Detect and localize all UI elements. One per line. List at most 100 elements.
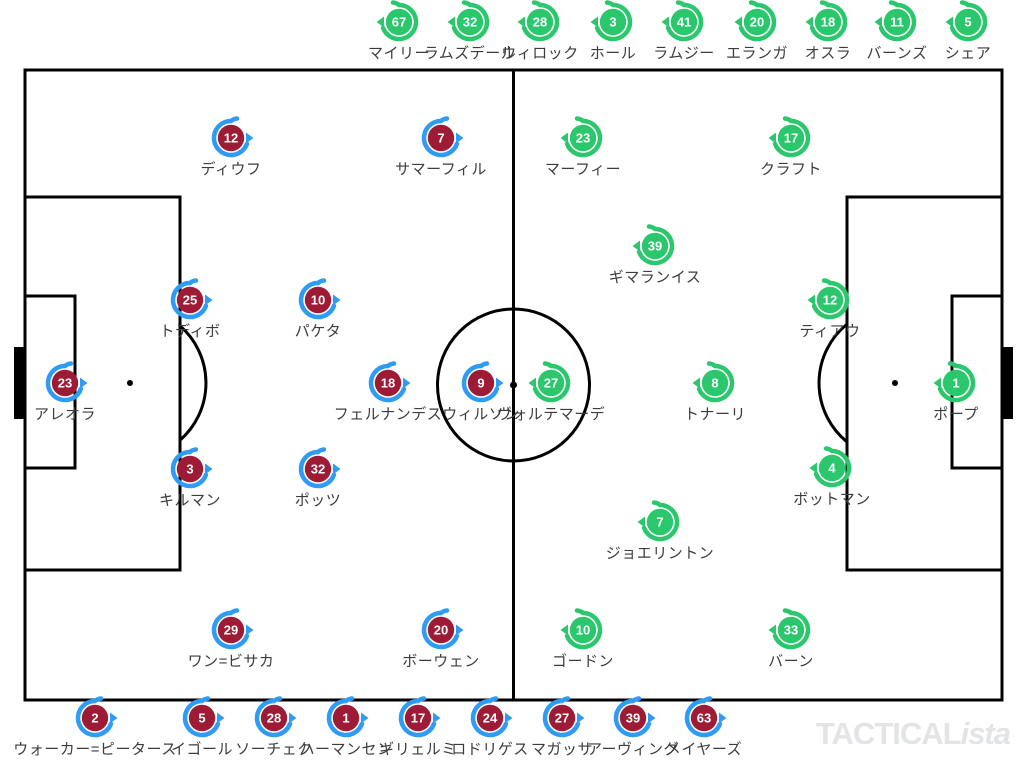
direction-swoosh [398,696,437,738]
player-label: シェア [944,45,992,62]
direction-arrow-left-icon [517,16,525,28]
player-number: 1 [952,376,959,391]
player-marker-home-23[interactable]: 23 [43,361,88,405]
player-icon: 39 [632,224,675,266]
player-icon: 39 [613,696,656,738]
player-number: 7 [656,515,663,530]
player-marker-away-10[interactable]: 10 [560,608,605,652]
player-marker-away-5[interactable]: 5 [945,0,990,44]
player-icon: 24 [470,696,513,738]
player-circle [374,369,402,397]
player-number: 18 [381,376,395,391]
player-marker-away-28[interactable]: 28 [517,0,562,44]
player-marker-home-27[interactable]: 27 [540,696,585,740]
player-number: 41 [677,15,691,30]
direction-arrow-right-icon [456,624,464,636]
player-marker-away-20[interactable]: 20 [734,0,779,44]
player-marker-away-8[interactable]: 8 [692,361,737,405]
player-icon: 7 [421,116,464,158]
player-icon: 4 [809,446,852,488]
player-icon: 8 [692,361,735,403]
player-number: 63 [697,711,711,726]
player-marker-away-41[interactable]: 41 [661,0,706,44]
player-label: トディボ [159,323,221,340]
player-label: ウォーカー=ピータース [13,741,177,758]
player-marker-home-28[interactable]: 28 [252,696,297,740]
player-icon: 32 [298,447,341,489]
player-icon: 1 [326,696,369,738]
player-marker-away-27[interactable]: 27 [528,361,573,405]
player-marker-home-32[interactable]: 32 [296,447,341,491]
direction-arrow-right-icon [648,712,656,724]
player-marker-home-9[interactable]: 9 [459,361,504,405]
player-marker-home-18[interactable]: 18 [366,361,411,405]
player-circle [883,8,911,36]
player-marker-home-20[interactable]: 20 [419,608,464,652]
direction-arrow-right-icon [361,712,369,724]
direction-arrow-left-icon [807,294,815,306]
player-marker-home-12[interactable]: 12 [209,116,254,160]
player-marker-home-24[interactable]: 24 [468,696,513,740]
player-marker-away-12[interactable]: 12 [807,278,852,322]
player-label: メイヤーズ [665,741,743,758]
player-label: ソーチェク [235,741,313,758]
player-marker-home-5[interactable]: 5 [180,696,225,740]
player-label: ウィルソン [442,406,520,423]
player-marker-away-7[interactable]: 7 [637,500,682,544]
player-icon: 28 [254,696,297,738]
player-label: イゴール [170,741,234,758]
player-circle [777,616,805,644]
player-marker-home-25[interactable]: 25 [168,278,213,322]
direction-swoosh [421,608,460,650]
player-circle [81,704,109,732]
player-circle [670,8,698,36]
player-marker-home-29[interactable]: 29 [209,608,254,652]
direction-swoosh [809,0,848,42]
player-marker-home-17[interactable]: 17 [396,696,441,740]
player-marker-home-39[interactable]: 39 [611,696,656,740]
player-marker-away-17[interactable]: 17 [768,116,813,160]
player-icon: 9 [461,361,504,403]
player-marker-away-33[interactable]: 33 [768,608,813,652]
player-marker-away-1[interactable]: 1 [933,361,978,405]
player-circle [467,369,495,397]
player-marker-away-32[interactable]: 32 [447,0,492,44]
player-label: マーフィー [544,161,622,178]
player-marker-home-63[interactable]: 63 [682,696,727,740]
player-label: オスラ [804,45,852,62]
direction-swoosh [613,696,652,738]
player-marker-home-7[interactable]: 7 [419,116,464,160]
player-marker-away-11[interactable]: 11 [874,0,919,44]
player-marker-away-23[interactable]: 23 [560,116,605,160]
player-label: ラムジー [653,45,715,62]
player-marker-away-18[interactable]: 18 [805,0,850,44]
player-marker-away-67[interactable]: 67 [376,0,421,44]
player-number: 67 [392,15,406,30]
player-marker-home-3[interactable]: 3 [168,447,213,491]
direction-arrow-left-icon [768,132,776,144]
direction-swoosh [326,696,365,738]
player-marker-home-10[interactable]: 10 [296,278,341,322]
direction-arrow-left-icon [805,16,813,28]
player-circle [176,455,204,483]
player-label: ティアウ [799,323,861,340]
player-marker-home-2[interactable]: 2 [73,696,118,740]
direction-swoosh [451,0,490,42]
player-icon: 32 [447,0,490,42]
player-number: 9 [477,376,484,391]
player-marker-away-3[interactable]: 3 [590,0,635,44]
direction-arrow-left-icon [661,16,669,28]
player-icon: 29 [211,608,254,650]
player-circle [304,455,332,483]
direction-swoosh [211,116,250,158]
player-number: 1 [342,711,349,726]
player-marker-away-4[interactable]: 4 [809,446,854,490]
player-marker-home-1[interactable]: 1 [324,696,369,740]
player-icon: 20 [734,0,777,42]
direction-arrow-right-icon [333,294,341,306]
player-marker-away-39[interactable]: 39 [632,224,677,268]
direction-arrow-right-icon [719,712,727,724]
player-label: エランガ [725,45,789,62]
player-number: 20 [434,623,448,638]
